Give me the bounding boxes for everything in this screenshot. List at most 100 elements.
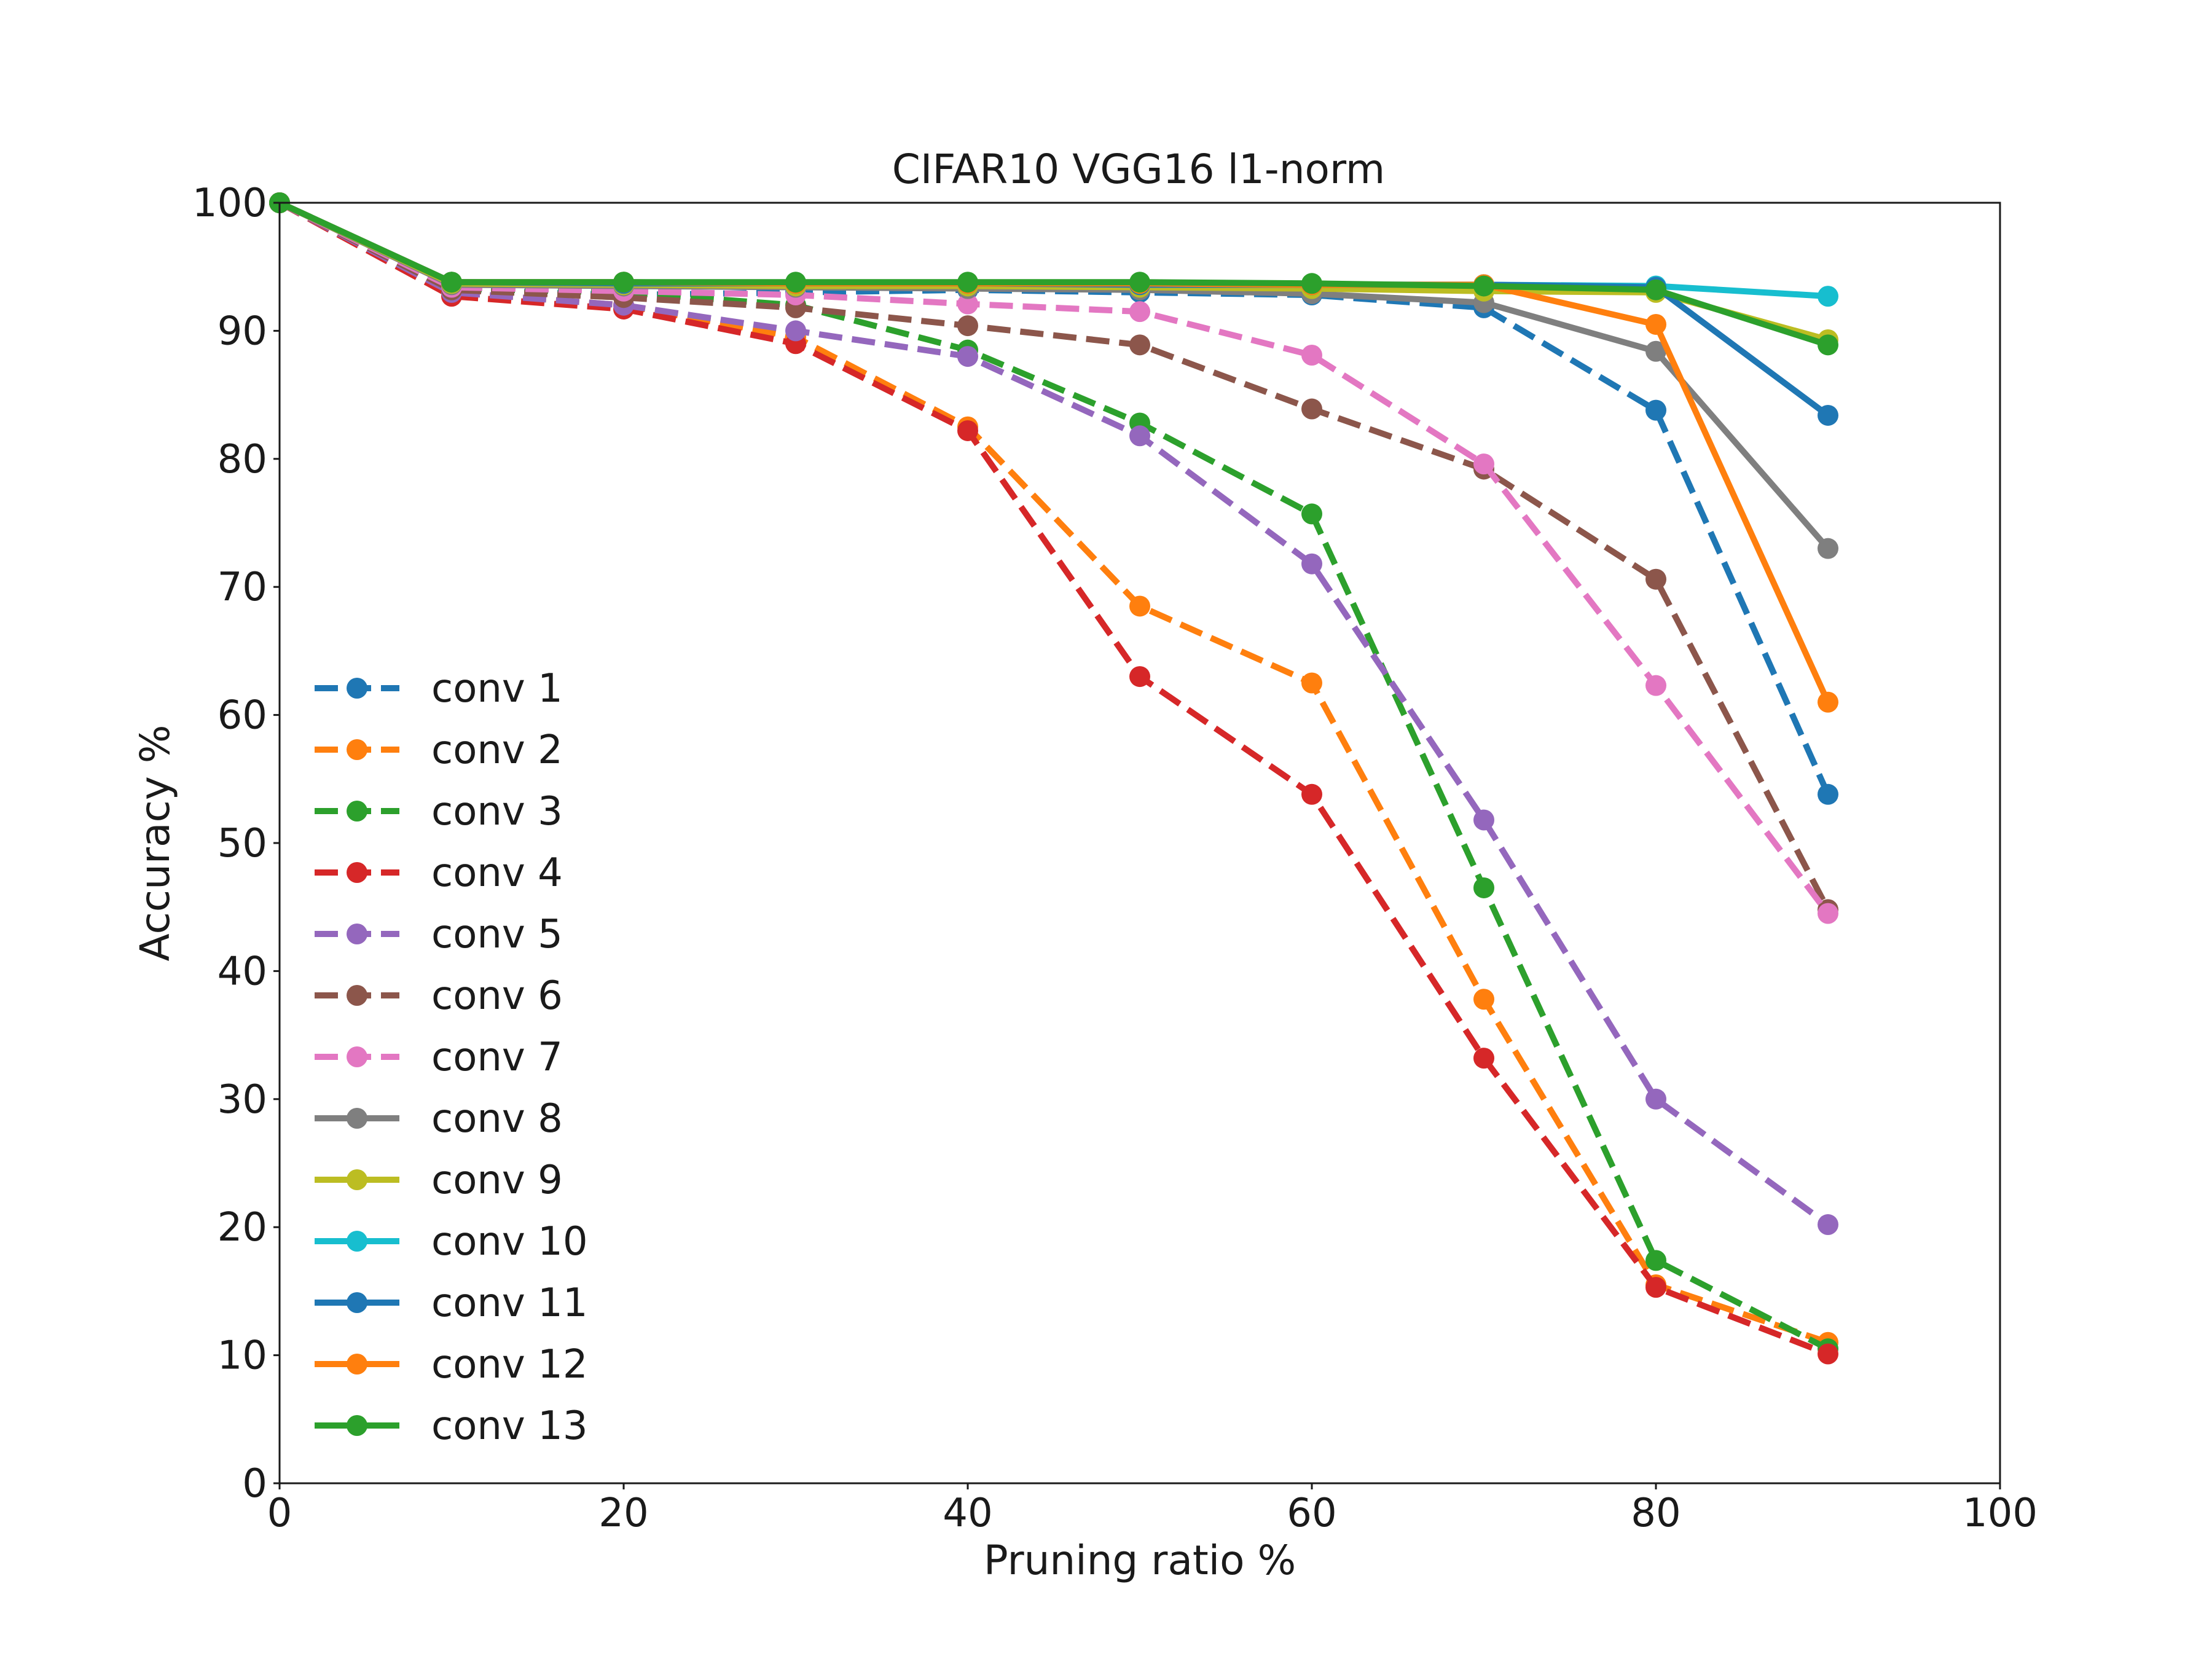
data-point — [1645, 399, 1666, 421]
data-point — [1301, 783, 1322, 805]
y-tick-label: 30 — [218, 1077, 267, 1123]
series-line — [278, 200, 1829, 1357]
data-point — [1645, 568, 1666, 590]
legend-item: conv 7 — [315, 1035, 563, 1080]
x-tick-label: 0 — [267, 1491, 292, 1536]
legend-marker — [347, 678, 367, 699]
data-point — [1645, 675, 1666, 696]
data-point — [613, 272, 634, 293]
data-point — [1129, 272, 1150, 293]
data-point — [1818, 691, 1838, 713]
x-tick-label: 100 — [1963, 1491, 2037, 1536]
data-point — [1645, 340, 1666, 362]
legend-item: conv 12 — [315, 1342, 588, 1387]
data-point — [1818, 286, 1838, 307]
data-point — [1645, 313, 1666, 335]
legend: conv 1 conv 2 conv 3 conv 4 conv 5 conv 6 conv… — [315, 666, 588, 1449]
data-point — [1301, 398, 1322, 420]
data-point — [957, 346, 978, 367]
y-tick-label: 70 — [218, 565, 267, 610]
data-point — [957, 420, 978, 441]
series-line — [278, 200, 1830, 916]
legend-label: conv 13 — [431, 1403, 588, 1449]
data-point — [1645, 1250, 1666, 1271]
x-tick-label: 80 — [1631, 1491, 1681, 1536]
legend-marker — [347, 1169, 367, 1190]
data-point — [1129, 334, 1150, 356]
y-tick-label: 90 — [218, 308, 267, 354]
data-point — [1818, 404, 1838, 426]
x-axis-ticks: 0 20 40 60 80 100 — [267, 1483, 2037, 1536]
legend-label: conv 1 — [431, 666, 563, 712]
legend-label: conv 8 — [431, 1096, 563, 1142]
chart-title: CIFAR10 VGG16 l1-norm — [892, 146, 1385, 193]
legend-item: conv 11 — [315, 1281, 588, 1326]
y-tick-label: 40 — [218, 949, 267, 994]
legend-item: conv 5 — [315, 912, 563, 957]
data-point — [1129, 666, 1150, 688]
data-point — [1645, 1088, 1666, 1110]
legend-marker — [347, 924, 367, 944]
data-point — [1473, 989, 1494, 1010]
x-tick-label: 40 — [943, 1491, 992, 1536]
data-point — [1129, 595, 1150, 617]
legend-item: conv 9 — [315, 1158, 563, 1203]
data-point — [1129, 301, 1150, 323]
data-point — [1301, 672, 1322, 694]
x-axis-label: Pruning ratio % — [984, 1537, 1296, 1584]
legend-marker — [347, 1354, 367, 1375]
y-axis-ticks: 0 10 20 30 40 50 60 70 80 90 100 — [192, 181, 280, 1507]
data-point — [957, 272, 978, 293]
y-tick-label: 60 — [218, 693, 267, 739]
data-point — [1818, 783, 1838, 805]
legend-label: conv 3 — [431, 789, 563, 834]
legend-label: conv 11 — [431, 1281, 588, 1326]
y-tick-label: 10 — [218, 1333, 267, 1379]
x-tick-label: 60 — [1287, 1491, 1336, 1536]
data-point — [1818, 1343, 1838, 1365]
data-point — [1818, 334, 1838, 356]
legend-marker — [347, 862, 367, 883]
series-line — [278, 200, 1829, 348]
legend-label: conv 7 — [431, 1035, 563, 1080]
data-point — [957, 293, 978, 315]
legend-marker — [347, 801, 367, 822]
y-axis-label: Accuracy % — [131, 724, 179, 961]
data-point — [441, 272, 462, 293]
y-tick-label: 100 — [192, 181, 267, 226]
legend-label: conv 2 — [431, 728, 563, 773]
data-point — [1473, 275, 1494, 297]
series-layer — [269, 192, 1838, 1365]
legend-item: conv 10 — [315, 1219, 588, 1265]
x-tick-label: 20 — [598, 1491, 648, 1536]
legend-label: conv 4 — [431, 850, 563, 896]
legend-marker — [347, 1292, 367, 1313]
data-point — [1301, 503, 1322, 525]
legend-label: conv 9 — [431, 1158, 563, 1203]
legend-marker — [347, 1108, 367, 1129]
series-line — [278, 200, 1831, 911]
legend-marker — [347, 1046, 367, 1067]
legend-label: conv 12 — [431, 1342, 588, 1387]
legend-item: conv 13 — [315, 1403, 588, 1449]
legend-label: conv 6 — [431, 973, 563, 1019]
data-point — [1473, 809, 1494, 831]
y-tick-label: 50 — [218, 821, 267, 866]
data-point — [1129, 425, 1150, 447]
legend-label: conv 10 — [431, 1219, 588, 1265]
data-point — [1473, 877, 1494, 898]
data-point — [1818, 903, 1838, 924]
data-point — [1301, 553, 1322, 575]
legend-label: conv 5 — [431, 912, 563, 957]
data-point — [1818, 538, 1838, 559]
y-tick-label: 20 — [218, 1205, 267, 1250]
legend-item: conv 3 — [315, 789, 563, 834]
legend-item: conv 1 — [315, 666, 563, 712]
legend-marker — [347, 1415, 367, 1436]
data-point — [1473, 1048, 1494, 1069]
legend-item: conv 4 — [315, 850, 563, 896]
series-conv-13 — [269, 192, 1838, 356]
data-point — [957, 315, 978, 337]
data-point — [1645, 279, 1666, 300]
